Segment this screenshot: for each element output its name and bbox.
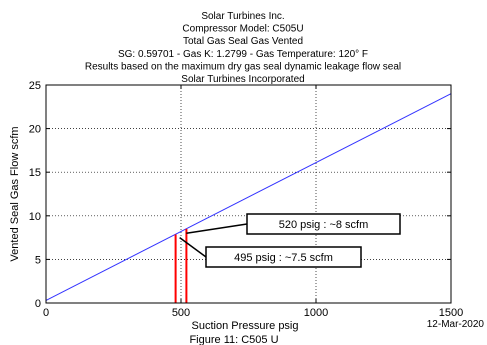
y-tick-label: 10 [29,211,41,223]
plot-area: 520 psig : ~8 scfm 495 psig : ~7.5 scfm [45,84,452,304]
annotations: 520 psig : ~8 scfm 495 psig : ~7.5 scfm [179,213,401,268]
x-tick-label: 0 [43,307,49,319]
annotation-box [246,213,401,235]
title-line: Solar Turbines Inc. [201,11,284,22]
x-tick-label: 1500 [439,307,463,319]
y-tick-label: 0 [35,298,41,310]
x-tick-label: 1000 [304,307,328,319]
y-tick-label: 5 [35,254,41,266]
y-tick-label: 15 [29,167,41,179]
grid [46,85,451,303]
y-axis-label: Vented Seal Gas Flow scfm [9,126,21,261]
y-tick-label: 25 [29,80,41,92]
title-line: Total Gas Seal Gas Vented [183,36,303,47]
annotation-text: 495 psig : ~7.5 scfm [234,252,333,264]
title-line: Results based on the maximum dry gas sea… [85,61,401,72]
y-tick-label: 20 [29,124,41,136]
title-line: Solar Turbines Incorporated [181,74,304,85]
reference-lines [174,228,188,303]
annotation-box [205,246,362,268]
x-tick-label: 500 [172,307,190,319]
figure-caption: Figure 11: C505 U [189,334,278,345]
annotation-text: 520 psig : ~8 scfm [279,219,369,231]
x-axis-ticks: 0 500 1000 1500 [43,85,463,319]
annotation-leader [186,223,248,234]
title-line: Compressor Model: C505U [182,24,303,35]
plot-frame [45,84,452,304]
date-label: 12-Mar-2020 [427,319,485,330]
annotation-leader [179,236,207,258]
y-axis-ticks: 0 5 10 15 20 25 [29,80,451,310]
series [45,93,452,301]
series-line [45,93,452,301]
title-line: SG: 0.59701 - Gas K: 1.2799 - Gas Temper… [118,49,368,60]
chart-title: Solar Turbines Inc. Compressor Model: C50… [85,11,401,85]
x-axis-label: Suction Pressure psig [192,320,299,332]
